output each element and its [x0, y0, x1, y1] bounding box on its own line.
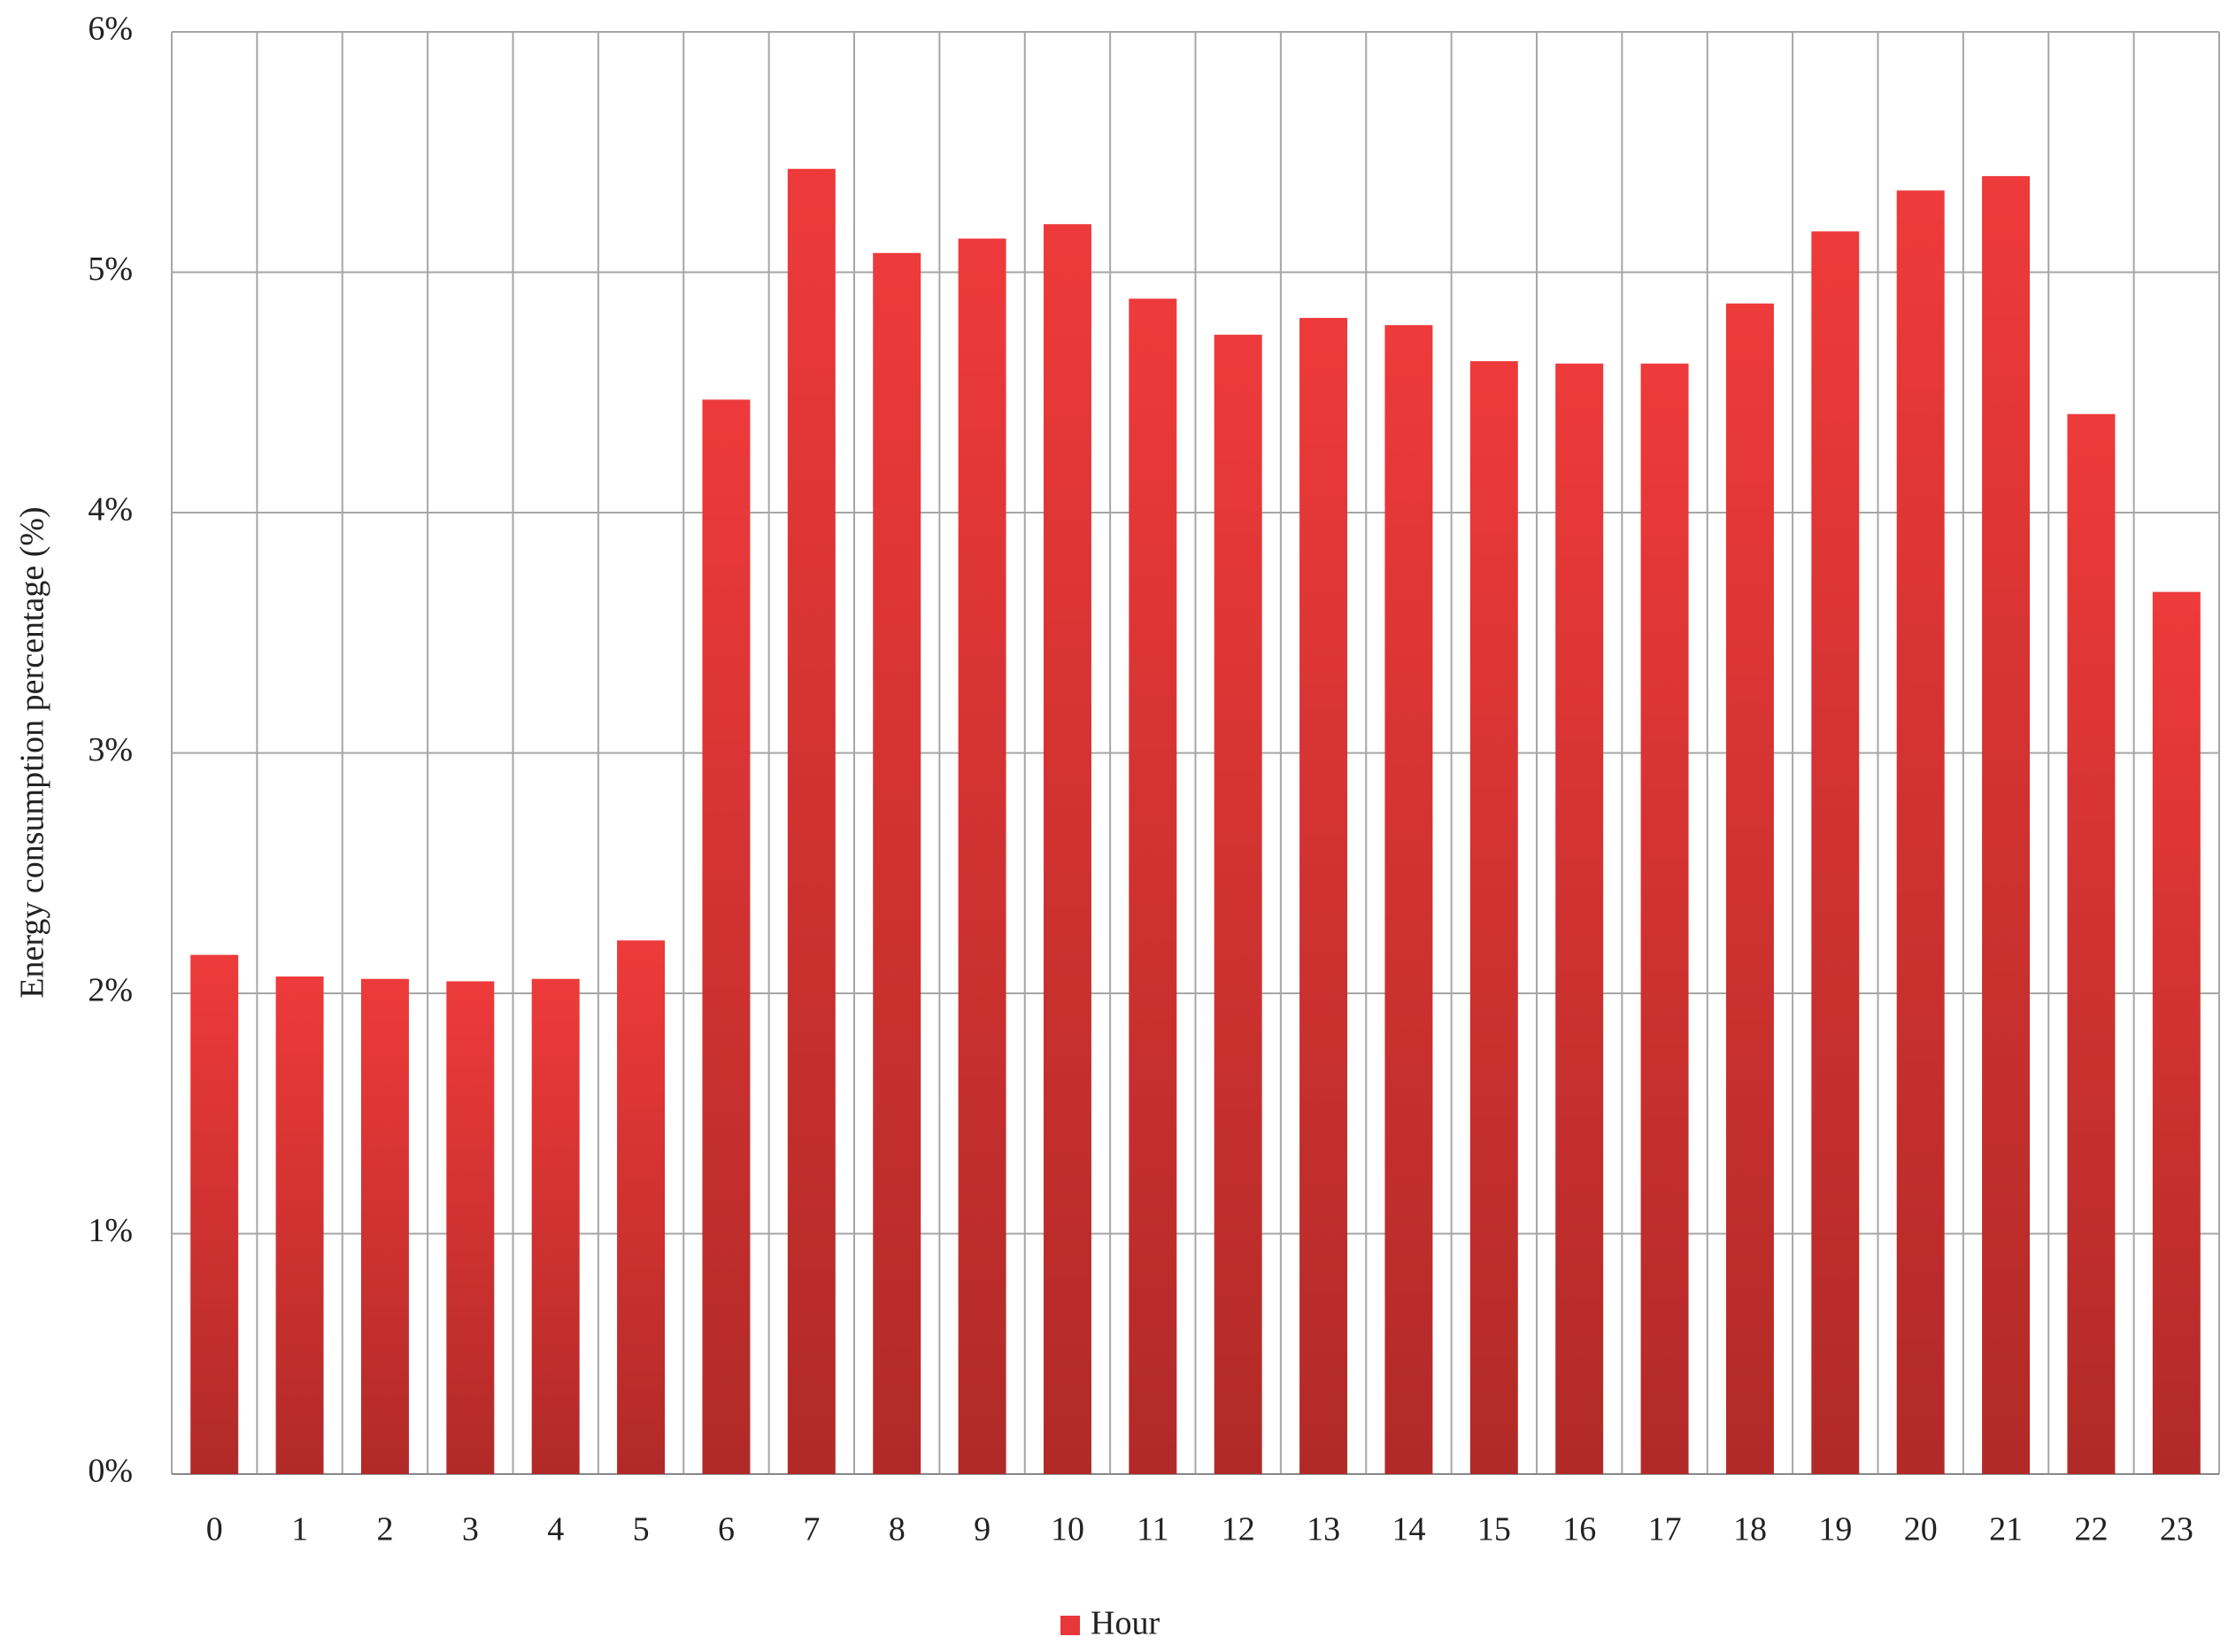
- bar: [1896, 190, 1945, 1475]
- legend-label: Hour: [1091, 1605, 1160, 1642]
- grid: [171, 31, 2220, 1475]
- bar: [958, 238, 1006, 1474]
- bar: [873, 252, 921, 1474]
- x-tick-label: 4: [547, 1511, 564, 1548]
- y-tick-label: 4%: [88, 491, 133, 529]
- x-tick-label: 0: [206, 1511, 223, 1548]
- x-tick-label: 22: [2074, 1511, 2108, 1548]
- bar: [1811, 231, 1860, 1475]
- bar: [1725, 303, 1774, 1474]
- x-tick-label: 9: [974, 1511, 991, 1548]
- x-tick-label: 20: [1904, 1511, 1938, 1548]
- bar: [1640, 363, 1689, 1474]
- x-tick-label: 15: [1477, 1511, 1511, 1548]
- x-tick-label: 6: [718, 1511, 735, 1548]
- bar: [531, 978, 580, 1474]
- bar: [1469, 360, 1518, 1475]
- x-tick-label: 13: [1307, 1511, 1340, 1548]
- y-tick-label: 2%: [88, 972, 133, 1009]
- bar: [2152, 591, 2201, 1474]
- bar: [1129, 298, 1177, 1474]
- x-tick-label: 19: [1818, 1511, 1852, 1548]
- x-tick-label: 17: [1648, 1511, 1682, 1548]
- bar: [2067, 413, 2116, 1474]
- y-tick-label: 3%: [88, 731, 133, 768]
- bar: [1982, 175, 2031, 1474]
- y-axis-label: Energy consumption percentage (%): [14, 506, 51, 998]
- x-tick-label: 18: [1733, 1511, 1767, 1548]
- bar: [190, 954, 239, 1474]
- bar: [1214, 335, 1262, 1475]
- bar: [446, 981, 495, 1474]
- bar: [275, 976, 324, 1474]
- y-tick-label: 6%: [88, 11, 133, 48]
- x-tick-label: 3: [462, 1511, 479, 1548]
- x-tick-label: 10: [1051, 1511, 1084, 1548]
- bar: [1384, 325, 1433, 1475]
- bars: [190, 168, 2201, 1475]
- x-tick-label: 8: [889, 1511, 906, 1548]
- bar: [1555, 363, 1604, 1474]
- bar: [1299, 318, 1348, 1475]
- x-tick-label: 21: [1989, 1511, 2023, 1548]
- bar: [702, 399, 751, 1474]
- bar: [617, 940, 666, 1474]
- x-tick-label: 16: [1562, 1511, 1596, 1548]
- x-tick-label: 14: [1392, 1511, 1425, 1548]
- y-tick-label: 0%: [88, 1453, 133, 1490]
- bar: [1043, 224, 1091, 1475]
- bar: [787, 168, 836, 1474]
- y-tick-label: 5%: [88, 251, 133, 288]
- x-tick-label: 1: [291, 1511, 308, 1548]
- legend-swatch: [1060, 1616, 1080, 1635]
- bar: [360, 978, 409, 1474]
- x-tick-label: 2: [376, 1511, 393, 1548]
- x-tick-label: 11: [1137, 1511, 1169, 1548]
- y-tick-label: 1%: [88, 1212, 133, 1249]
- x-tick-label: 23: [2160, 1511, 2194, 1548]
- x-tick-label: 12: [1222, 1511, 1255, 1548]
- x-tick-label: 7: [803, 1511, 820, 1548]
- x-tick-label: 5: [633, 1511, 650, 1548]
